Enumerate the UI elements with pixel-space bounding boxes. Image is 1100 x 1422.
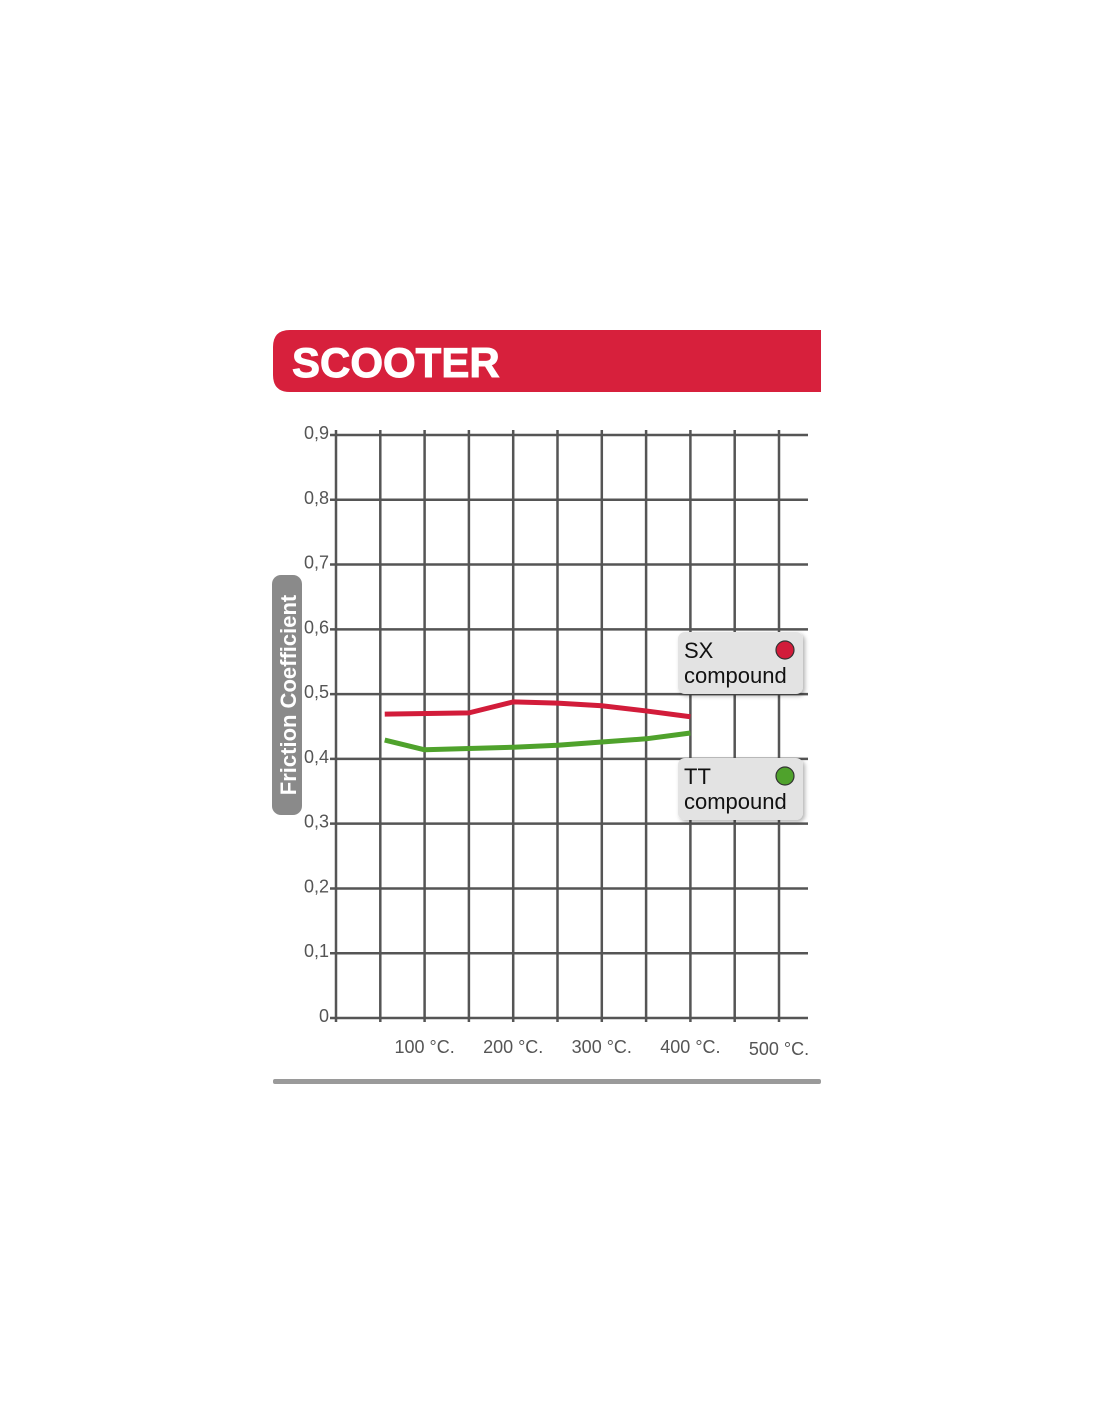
x-tick-label: 500 °C.: [749, 1039, 809, 1059]
tick-labels: 0 0,1 0,2 0,3 0,4 0,5 0,6 0,7 0,8 0,9 100 °C. 200 °…: [304, 423, 809, 1059]
y-tick-label: 0,9: [304, 423, 329, 443]
y-tick-label: 0,5: [304, 682, 329, 702]
y-tick-label: 0,1: [304, 941, 329, 961]
y-tick-label: 0,4: [304, 747, 329, 767]
y-tick-label: 0,7: [304, 553, 329, 573]
x-tick-label: 100 °C.: [394, 1037, 454, 1057]
footer-rule: [273, 1079, 821, 1084]
legend-label: compound: [684, 789, 787, 814]
legend-box: [678, 632, 803, 694]
legend-box: [678, 758, 803, 820]
series-line-sx: [384, 699, 691, 720]
y-tick-label: 0: [319, 1006, 329, 1026]
series-line-tt: [384, 730, 691, 753]
x-tick-label: 300 °C.: [572, 1037, 632, 1057]
y-tick-label: 0,8: [304, 488, 329, 508]
y-tick-label: 0,6: [304, 617, 329, 637]
x-tick-label: 400 °C.: [660, 1037, 720, 1057]
title-banner: [273, 330, 821, 392]
x-tick-label: 200 °C.: [483, 1037, 543, 1057]
chart-title: SCOOTER: [292, 339, 500, 386]
legend-marker-icon: [775, 766, 795, 786]
y-axis-label: Friction Coefficient: [272, 575, 302, 815]
grid: [330, 430, 808, 1022]
y-tick-label: 0,2: [304, 876, 329, 896]
series-lines: [384, 699, 691, 753]
y-axis-title: Friction Coefficient: [276, 594, 301, 795]
legend-label: SX: [684, 638, 714, 663]
legend-marker-icon: [775, 640, 795, 660]
legend-label: compound: [684, 663, 787, 688]
y-tick-label: 0,3: [304, 812, 329, 832]
legend-label: TT: [684, 764, 711, 789]
